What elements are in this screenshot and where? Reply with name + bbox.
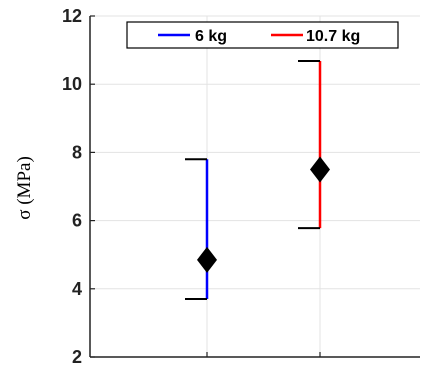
legend-label: 10.7 kg	[306, 28, 360, 45]
y-tick-label: 2	[72, 347, 82, 367]
y-tick-label: 4	[72, 279, 82, 299]
legend-box	[126, 21, 399, 49]
legend: 6 kg 10.7 kg	[126, 21, 399, 49]
y-tick-label: 12	[62, 6, 82, 26]
axes	[89, 16, 420, 358]
y-ticks: 2 4 6 8 10 12	[62, 6, 321, 367]
y-tick-label: 10	[62, 74, 82, 94]
legend-label: 6 kg	[195, 28, 227, 45]
grid-lines	[90, 15, 420, 358]
mean-marker	[197, 246, 217, 273]
mean-marker	[310, 156, 330, 183]
y-tick-label: 8	[72, 142, 82, 162]
y-axis-label: σ (MPa)	[14, 156, 35, 220]
y-tick-label: 6	[72, 211, 82, 231]
data-marks	[185, 60, 330, 301]
